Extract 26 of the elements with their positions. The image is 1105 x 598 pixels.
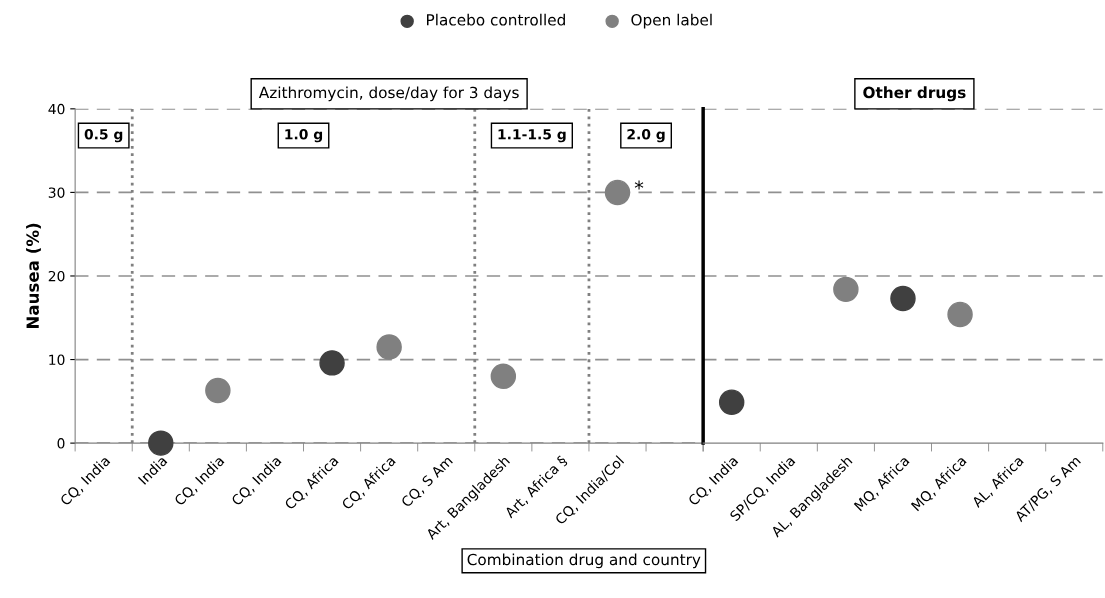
point (833, 276, 859, 303)
text: Other drugs (863, 86, 966, 102)
point (148, 430, 174, 456)
annotation: 0.5 g (84, 128, 123, 143)
y-tick-label: 20 (48, 270, 65, 282)
legend-label: Open label (631, 13, 712, 29)
point (890, 285, 916, 312)
y-tick-label: 10 (49, 354, 65, 366)
y-tick-label: 0 (57, 438, 65, 449)
legend-label: Placebo controlled (427, 13, 565, 26)
point (319, 350, 345, 376)
y-tick-label: 40 (48, 103, 65, 115)
annotation: 1.1-1.5 g (498, 129, 566, 143)
point (604, 179, 631, 206)
point (376, 334, 402, 360)
text: Azithromycin, dose/day for 3 days (258, 86, 519, 102)
point (718, 389, 745, 415)
point (947, 301, 973, 328)
annotation: 2.0 g (627, 128, 665, 143)
point (205, 377, 231, 404)
point (490, 363, 517, 389)
y-tick-label: 30 (48, 187, 65, 198)
x-axis-title: Combination drug and country (467, 553, 701, 569)
y-axis-title: Nausea (%) (26, 223, 41, 329)
annotation: 1.0 g (285, 128, 323, 143)
annotation: * (634, 180, 644, 190)
